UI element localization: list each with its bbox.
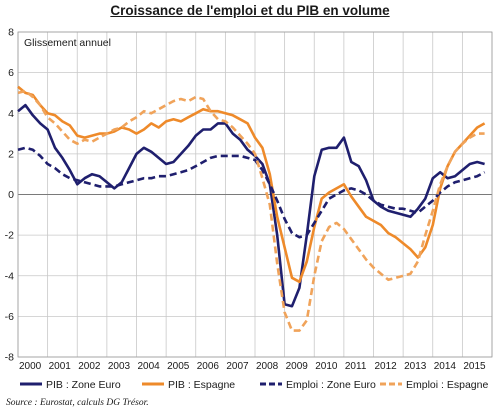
y-tick-label: -4: [5, 270, 14, 282]
x-tick-label: 2007: [226, 361, 249, 372]
series-line-emploi-espagne: [17, 89, 485, 332]
chart-title: Croissance de l'emploi et du PIB en volu…: [110, 3, 390, 18]
y-tick-label: -8: [5, 352, 14, 364]
legend-label: PIB : Espagne: [168, 379, 235, 391]
x-tick-label: 2000: [19, 361, 42, 372]
source-note: Source : Eurostat, calculs DG Trésor.: [6, 398, 149, 408]
y-tick-label: 2: [8, 148, 14, 160]
x-tick-label: 2006: [197, 361, 220, 372]
y-tick-label: 4: [8, 108, 14, 120]
series-line-pib-zone-euro: [17, 103, 485, 308]
x-tick-label: 2001: [49, 361, 72, 372]
legend-label: Emploi : Zone Euro: [286, 379, 376, 391]
y-tick-label: -2: [5, 230, 14, 242]
y-tick-label: 6: [8, 67, 14, 79]
series-line-pib-espagne: [17, 85, 486, 284]
x-tick-label: 2009: [286, 361, 309, 372]
x-tick-label: 2002: [78, 361, 101, 372]
x-tick-label: 2012: [375, 361, 398, 372]
y-tick-label: 0: [8, 189, 14, 201]
y-tick-label: -6: [5, 311, 14, 323]
x-tick-label: 2014: [434, 361, 457, 372]
y-tick-label: 8: [8, 27, 14, 39]
x-tick-label: 2004: [138, 361, 161, 372]
x-tick-label: 2013: [404, 361, 427, 372]
x-tick-label: 2011: [345, 361, 367, 372]
x-tick-label: 2008: [256, 361, 279, 372]
legend-label: Emploi : Espagne: [406, 379, 488, 391]
legend-label: PIB : Zone Euro: [46, 379, 121, 391]
x-tick-label: 2003: [108, 361, 131, 372]
plot-frame: [17, 31, 493, 358]
x-tick-label: 2015: [463, 361, 486, 372]
x-tick-label: 2005: [167, 361, 190, 372]
series-line-emploi-zone-euro: [17, 146, 486, 239]
x-tick-label: 2010: [315, 361, 338, 372]
y-axis-label: Glissement annuel: [24, 37, 111, 49]
